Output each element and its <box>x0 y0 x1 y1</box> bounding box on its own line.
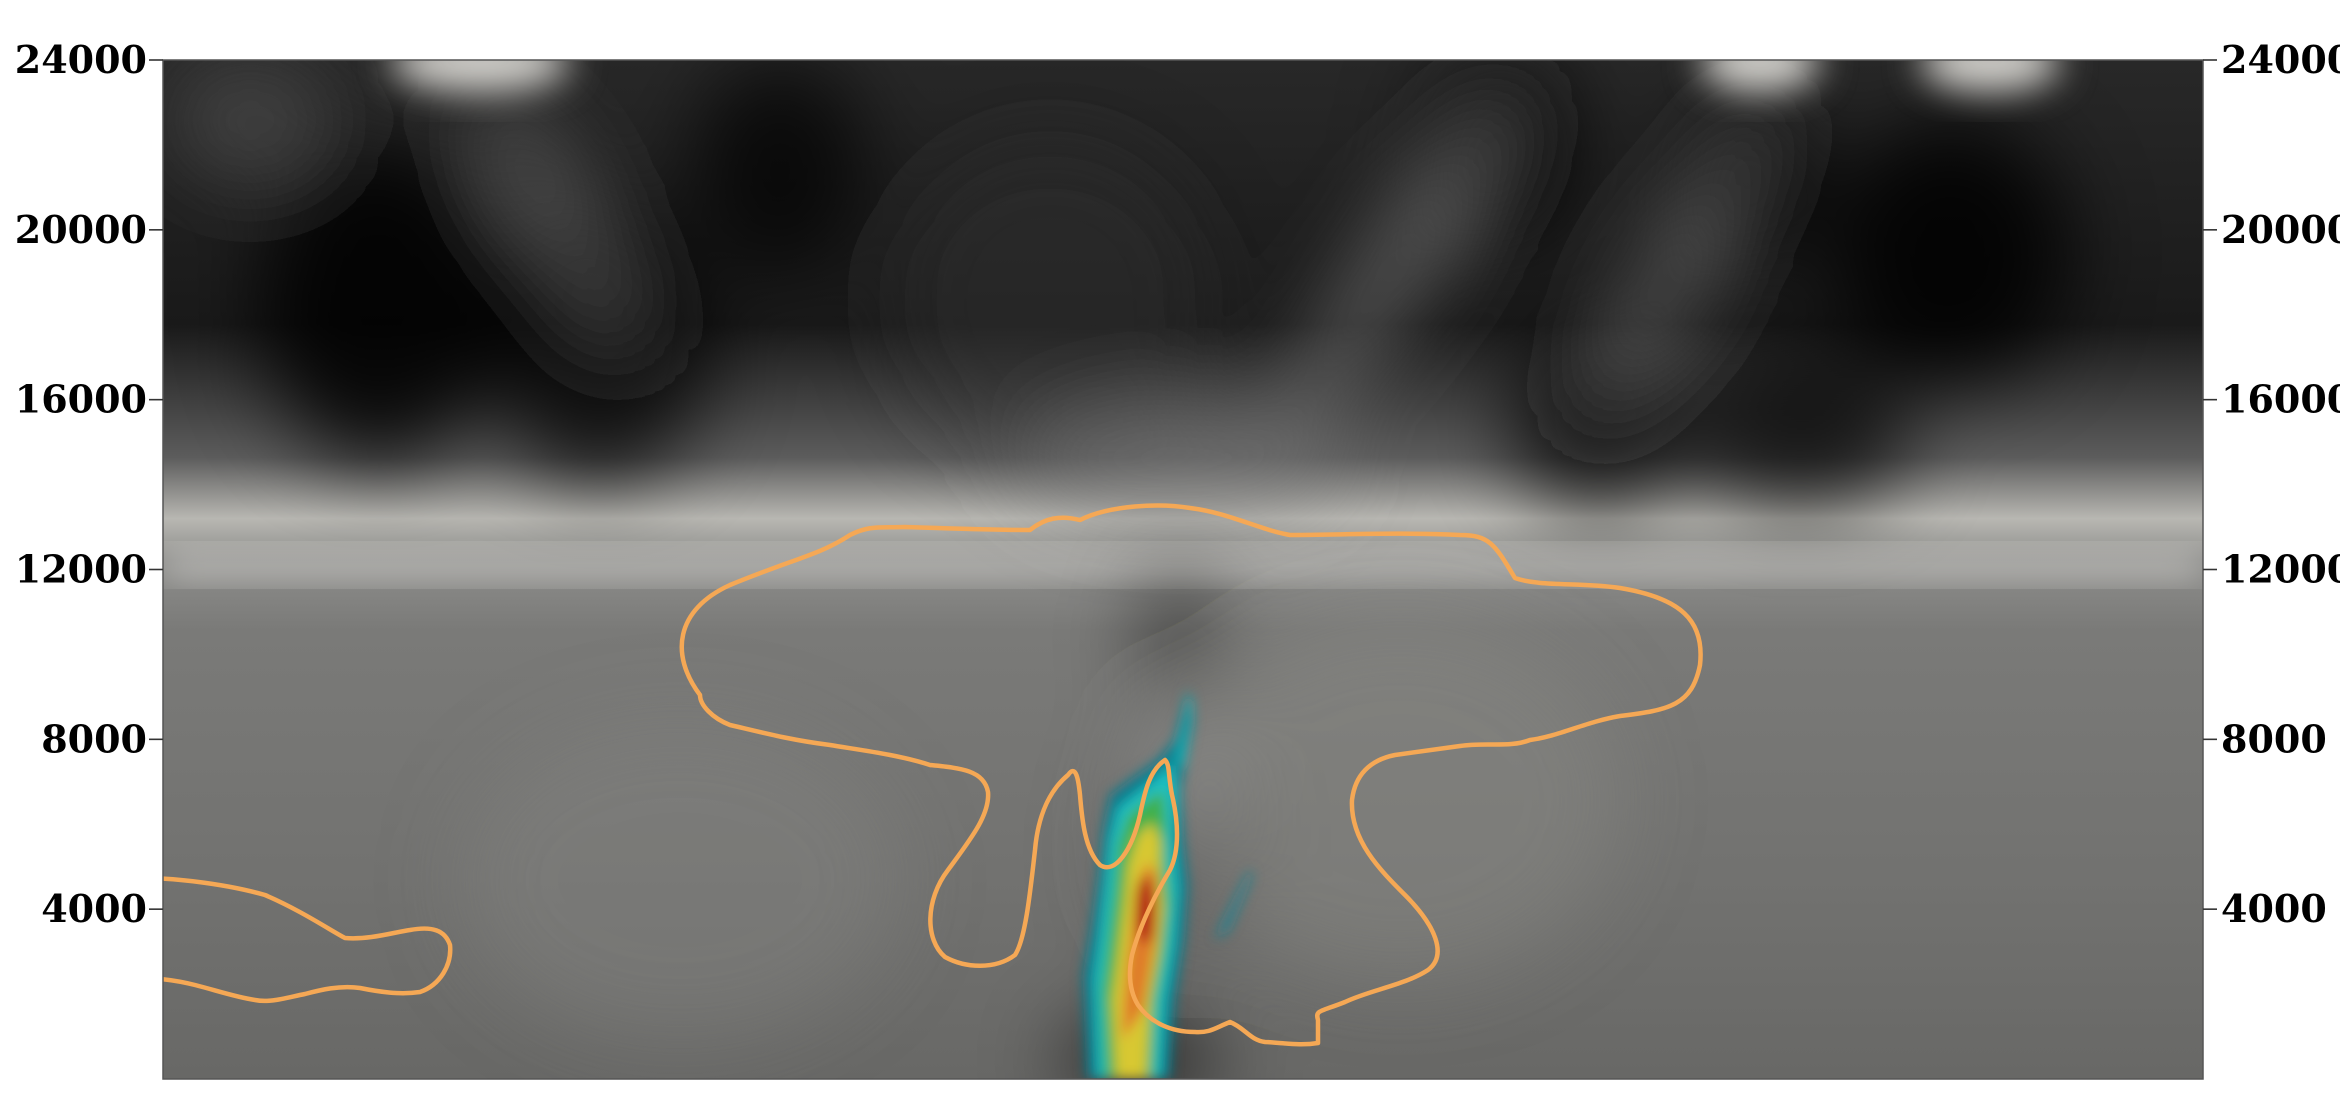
y-tick-label-right: 24000 <box>2221 37 2340 82</box>
background-field <box>163 60 2203 1079</box>
y-tick-label-left: 16000 <box>15 377 147 422</box>
y-tick-label-right: 8000 <box>2221 716 2327 761</box>
y-tick-label-left: 4000 <box>41 886 147 931</box>
y-tick-label-right: 16000 <box>2221 377 2340 422</box>
y-tick-label-right: 20000 <box>2221 207 2340 252</box>
contour-main <box>679 503 1703 1047</box>
y-tick-label-left: 8000 <box>41 716 147 761</box>
contour-line <box>163 503 1703 1047</box>
y-tick-label-right: 12000 <box>2221 547 2340 592</box>
y-tick-label-left: 20000 <box>15 207 147 252</box>
plume-teal-stem <box>1175 690 1192 770</box>
plume-teal-filament <box>1215 870 1252 940</box>
y-tick-label-left: 12000 <box>15 547 147 592</box>
y-axis-ticks: 4000 4000 8000 8000 12000 12000 16000 16000 2000… <box>15 37 2340 931</box>
contour-secondary <box>163 876 453 1004</box>
y-tick-label-left: 24000 <box>15 37 147 82</box>
y-tick-label-right: 4000 <box>2221 886 2327 931</box>
